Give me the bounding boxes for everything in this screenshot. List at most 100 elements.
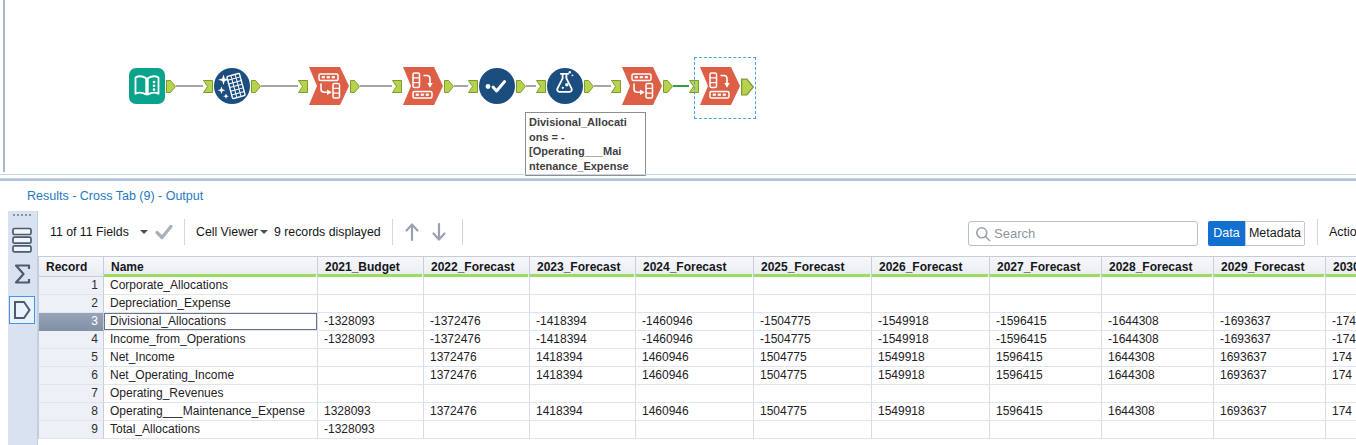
column-header-2023_Forecast[interactable]: 2023_Forecast [530, 256, 636, 277]
value-cell[interactable]: 1504775 [754, 367, 872, 385]
value-cell[interactable]: 1644308 [1102, 349, 1214, 367]
value-cell[interactable] [990, 421, 1102, 439]
value-cell[interactable]: 174 [1326, 367, 1356, 385]
pane-divider[interactable] [0, 179, 1356, 181]
value-cell[interactable]: -1372476 [424, 331, 530, 349]
record-cell[interactable]: 1 [38, 277, 104, 295]
value-cell[interactable] [754, 385, 872, 403]
value-cell[interactable]: -1596415 [990, 331, 1102, 349]
formula-tool[interactable] [547, 68, 583, 104]
cross-tab-tool-2[interactable] [622, 67, 662, 105]
value-cell[interactable] [872, 385, 990, 403]
name-cell[interactable]: Divisional_Allocations [104, 313, 318, 331]
name-cell[interactable]: Depreciation_Expense [104, 295, 318, 313]
value-cell[interactable] [1326, 385, 1356, 403]
value-cell[interactable]: -1328093 [318, 313, 424, 331]
value-cell[interactable]: -1644308 [1102, 331, 1214, 349]
value-cell[interactable] [636, 385, 754, 403]
record-cell[interactable]: 8 [38, 403, 104, 421]
value-cell[interactable]: -1644308 [1102, 313, 1214, 331]
value-cell[interactable]: 174 [1326, 349, 1356, 367]
value-cell[interactable]: 1596415 [990, 349, 1102, 367]
value-cell[interactable] [1326, 295, 1356, 313]
arrow-down-icon[interactable] [430, 221, 448, 243]
value-cell[interactable]: 1372476 [424, 349, 530, 367]
value-cell[interactable] [1102, 295, 1214, 313]
connection-2[interactable] [261, 85, 298, 87]
output-anchor[interactable] [166, 80, 176, 93]
output-anchor[interactable] [516, 80, 526, 93]
value-cell[interactable]: -1460946 [636, 313, 754, 331]
input-data-tool[interactable] [129, 68, 165, 104]
record-cell[interactable]: 9 [38, 421, 104, 439]
name-cell[interactable]: Operating___Maintenance_Expense [104, 403, 318, 421]
record-cell[interactable]: 6 [38, 367, 104, 385]
value-cell[interactable]: -1504775 [754, 313, 872, 331]
value-cell[interactable] [636, 421, 754, 439]
connection-5[interactable] [526, 85, 536, 87]
name-cell[interactable]: Operating_Revenues [104, 385, 318, 403]
value-cell[interactable] [754, 421, 872, 439]
column-header-2025_Forecast[interactable]: 2025_Forecast [754, 256, 872, 277]
data-tab-button[interactable]: Data [1208, 221, 1245, 246]
value-cell[interactable]: -1328093 [318, 421, 424, 439]
value-cell[interactable]: 1504775 [754, 349, 872, 367]
value-cell[interactable] [1214, 421, 1326, 439]
value-cell[interactable]: 1644308 [1102, 403, 1214, 421]
connection-6[interactable] [594, 85, 611, 87]
input-anchor[interactable] [298, 80, 308, 93]
value-cell[interactable] [636, 277, 754, 295]
value-cell[interactable]: -1372476 [424, 313, 530, 331]
value-cell[interactable]: 1418394 [530, 367, 636, 385]
chevron-down-icon[interactable] [260, 230, 268, 234]
value-cell[interactable]: 1549918 [872, 349, 990, 367]
cell-viewer-dropdown[interactable]: Cell Viewer [196, 225, 258, 240]
value-cell[interactable] [1102, 277, 1214, 295]
value-cell[interactable] [1326, 421, 1356, 439]
column-header-2024_Forecast[interactable]: 2024_Forecast [636, 256, 754, 277]
check-tool[interactable] [479, 68, 515, 104]
name-cell[interactable]: Net_Income [104, 349, 318, 367]
name-cell[interactable]: Total_Allocations [104, 421, 318, 439]
value-cell[interactable] [424, 277, 530, 295]
value-cell[interactable] [872, 421, 990, 439]
arrow-up-icon[interactable] [403, 221, 421, 243]
value-cell[interactable] [990, 277, 1102, 295]
output-anchor[interactable] [663, 80, 673, 93]
output-anchor[interactable] [444, 80, 454, 93]
name-cell[interactable]: Income_from_Operations [104, 331, 318, 349]
value-cell[interactable]: -1504775 [754, 331, 872, 349]
record-cell[interactable]: 3 [38, 313, 104, 331]
value-cell[interactable]: 1372476 [424, 367, 530, 385]
value-cell[interactable]: -1328093 [318, 331, 424, 349]
value-cell[interactable]: 1693637 [1214, 403, 1326, 421]
transpose-tool[interactable] [403, 67, 443, 105]
input-anchor[interactable] [392, 80, 402, 93]
name-cell[interactable]: Net_Operating_Income [104, 367, 318, 385]
value-cell[interactable] [424, 385, 530, 403]
value-cell[interactable]: 1644308 [1102, 367, 1214, 385]
value-cell[interactable] [872, 295, 990, 313]
value-cell[interactable]: -1693637 [1214, 313, 1326, 331]
column-header-2022_Forecast[interactable]: 2022_Forecast [424, 256, 530, 277]
value-cell[interactable]: 1372476 [424, 403, 530, 421]
value-cell[interactable]: 1328093 [318, 403, 424, 421]
value-cell[interactable] [318, 367, 424, 385]
value-cell[interactable]: 1693637 [1214, 367, 1326, 385]
output-anchor[interactable] [584, 80, 594, 93]
column-header-Name[interactable]: Name [104, 256, 318, 277]
apply-check-icon[interactable] [154, 223, 174, 241]
value-cell[interactable]: 1549918 [872, 403, 990, 421]
value-cell[interactable] [318, 295, 424, 313]
chevron-down-icon[interactable] [140, 230, 148, 234]
name-cell[interactable]: Corporate_Allocations [104, 277, 318, 295]
transpose-tool-2[interactable] [700, 67, 740, 105]
value-cell[interactable]: -1460946 [636, 331, 754, 349]
value-cell[interactable] [1214, 385, 1326, 403]
value-cell[interactable] [318, 385, 424, 403]
value-cell[interactable] [1214, 295, 1326, 313]
record-cell[interactable]: 5 [38, 349, 104, 367]
value-cell[interactable] [990, 385, 1102, 403]
record-cell[interactable]: 4 [38, 331, 104, 349]
value-cell[interactable]: -1418394 [530, 313, 636, 331]
